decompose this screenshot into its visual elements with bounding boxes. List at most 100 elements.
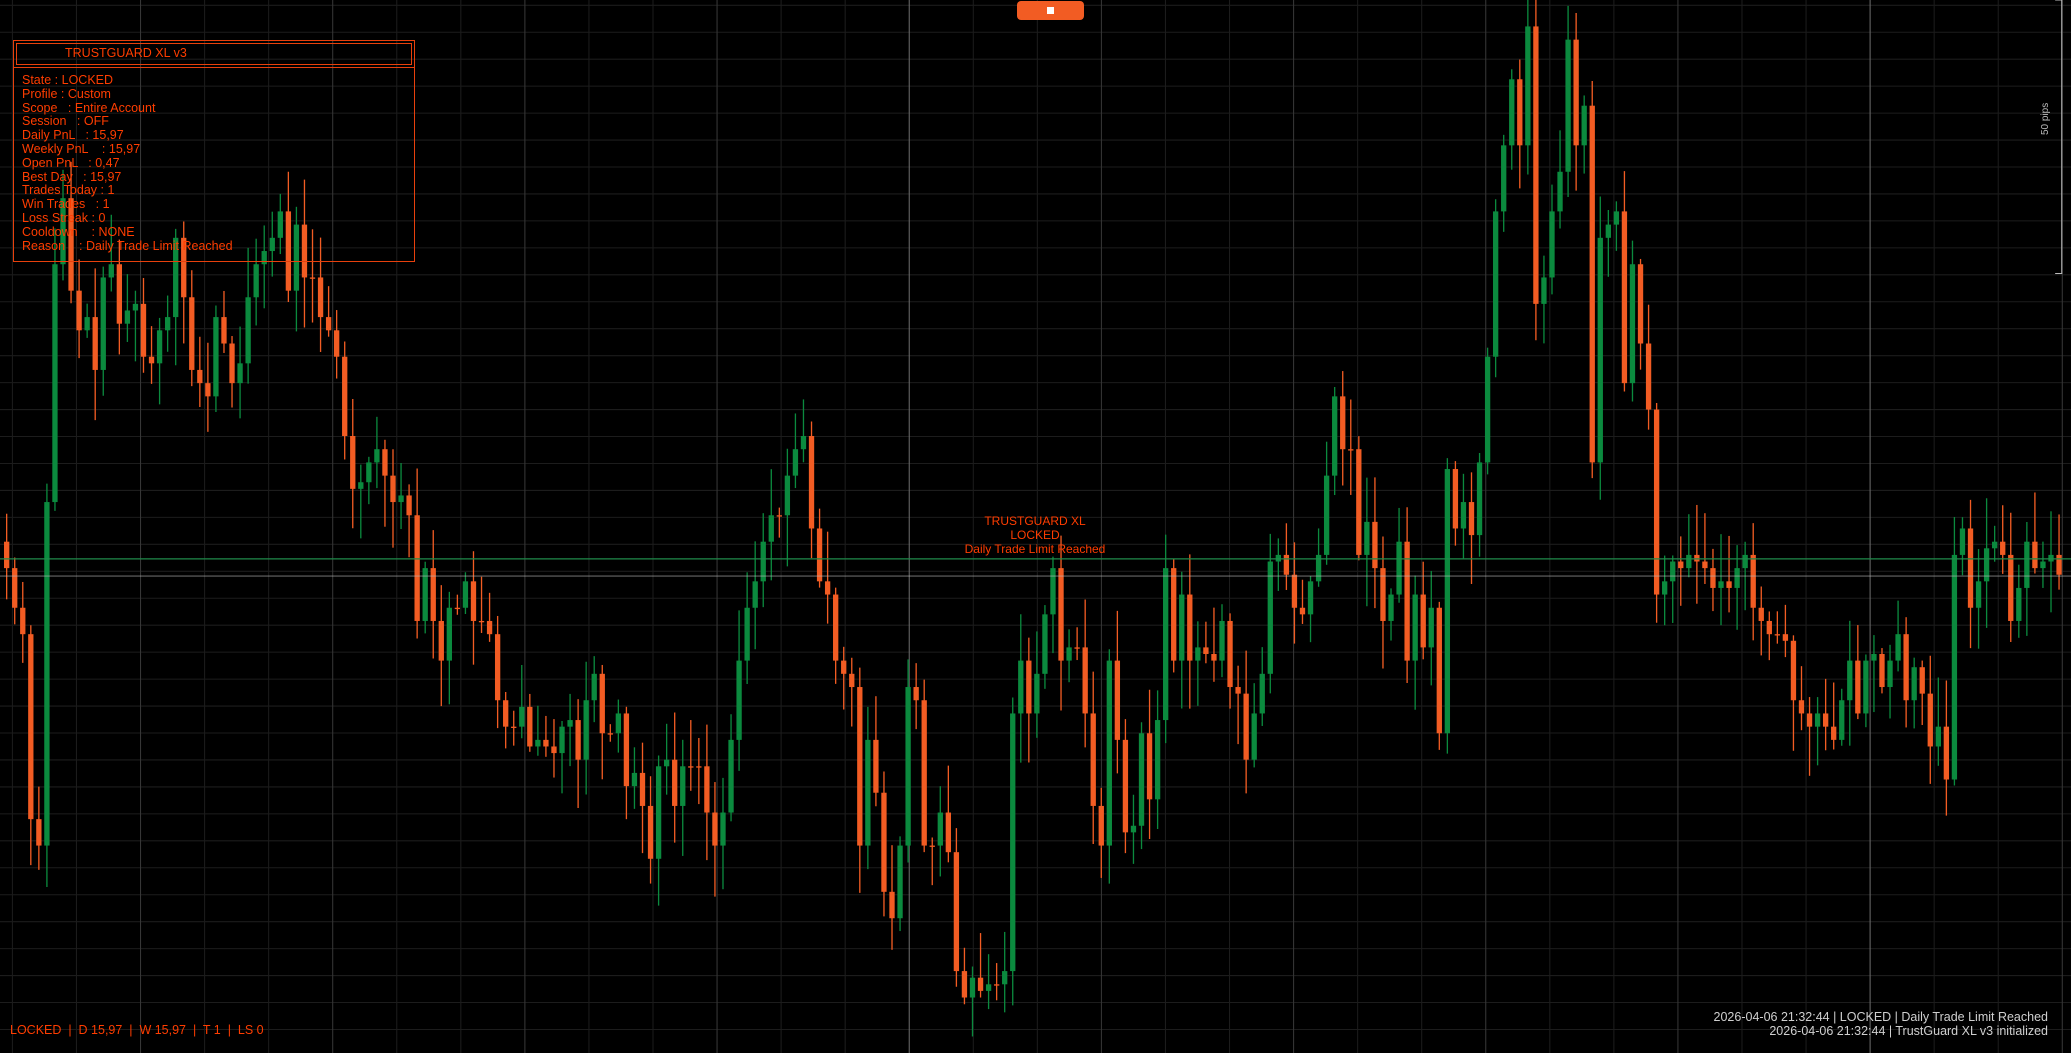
row-label: Scope (22, 100, 58, 115)
row-value: : 15,97 (76, 169, 122, 184)
candle-body (1444, 469, 1451, 734)
candle (1251, 683, 1257, 768)
candle-body (1758, 607, 1764, 621)
candle (977, 933, 984, 998)
candle-body (1549, 211, 1555, 278)
candle-body (382, 449, 388, 476)
candle-body (913, 687, 919, 701)
candle-body (406, 495, 412, 516)
stop-button[interactable] (1017, 1, 1084, 20)
candle-body (1581, 105, 1587, 146)
log-entry: 2026-04-06 21:32:44 | LOCKED | Daily Tra… (1713, 1010, 2048, 1024)
candle-body (1766, 620, 1772, 635)
candle-body (374, 449, 380, 463)
candle-body (148, 356, 155, 364)
candle-body (841, 660, 847, 674)
candle (1549, 184, 1555, 295)
candle (1476, 453, 1483, 557)
candle-body (1066, 647, 1072, 661)
candle (1517, 59, 1523, 189)
candle-body (1307, 581, 1314, 615)
candle (1887, 644, 1893, 719)
candle-body (1750, 554, 1756, 608)
candle (1839, 688, 1845, 746)
scale-label: 50 pips (2040, 102, 2051, 135)
candle-body (953, 852, 960, 972)
candle (422, 561, 428, 634)
candle (293, 206, 300, 332)
candle-body (1163, 568, 1169, 721)
candle (519, 665, 525, 739)
candle-body (462, 581, 469, 608)
candle-body (1323, 475, 1330, 555)
candle (937, 786, 943, 877)
candle (1098, 787, 1104, 878)
candle-body (1895, 634, 1901, 661)
candle (2056, 514, 2062, 590)
candle (1034, 631, 1040, 738)
candle (1364, 477, 1370, 607)
candle-body (1992, 541, 1998, 549)
candle-body (1629, 264, 1636, 384)
candle (84, 303, 90, 338)
candle (1243, 650, 1249, 794)
candle-body (1372, 521, 1378, 569)
candle (1275, 538, 1281, 591)
candle (100, 266, 106, 396)
candle-body (36, 819, 42, 846)
candle-body (1058, 568, 1064, 661)
candle-body (2056, 554, 2062, 575)
candle-body (1404, 541, 1410, 661)
candle-body (583, 700, 589, 760)
panel-row-best-day: Best Day : 15,97 (22, 169, 233, 185)
candle (1460, 473, 1467, 559)
row-label: Session (22, 114, 67, 129)
candle-body (366, 462, 372, 483)
candle-body (704, 766, 710, 813)
row-value: : LOCKED (54, 73, 114, 87)
candle (1340, 371, 1346, 486)
candle (1171, 558, 1177, 673)
candle-body (245, 297, 251, 364)
candle (358, 464, 364, 539)
candle-body (1653, 409, 1660, 595)
candle-body (2040, 561, 2046, 569)
candle-body (181, 237, 187, 298)
candle (334, 310, 340, 379)
candle (1396, 507, 1402, 603)
candle (567, 693, 573, 767)
candle-body (108, 264, 114, 278)
candle-body (2032, 541, 2038, 569)
candle-body (2000, 541, 2006, 555)
event-log: 2026-04-06 21:32:44 | LOCKED | Daily Tra… (1714, 1010, 2048, 1038)
row-value: : 15,97 (78, 128, 124, 143)
candle (156, 317, 163, 405)
candle (1533, 0, 1539, 341)
candle-body (309, 277, 316, 279)
candle (1935, 677, 1941, 766)
candle (1066, 629, 1072, 683)
candle (2024, 522, 2030, 636)
candle-body (1364, 521, 1370, 555)
candle (454, 594, 461, 615)
candle-body (543, 739, 549, 747)
candle (2008, 512, 2014, 643)
candle-body (519, 706, 525, 727)
candle (406, 484, 412, 558)
candle-body (1943, 726, 1950, 780)
candle-body (1187, 594, 1193, 661)
candle (1975, 549, 1982, 649)
candle-body (961, 971, 968, 998)
row-label: Weekly PnL (22, 141, 89, 156)
candle-body (607, 733, 613, 735)
candle (478, 576, 485, 633)
candle (535, 705, 541, 756)
candle-body (1637, 264, 1644, 344)
candle (1042, 605, 1048, 689)
candle (1806, 697, 1813, 776)
panel-row-scope: Scope : Entire Account (22, 100, 233, 116)
candle (1267, 533, 1273, 694)
candle-body (1686, 554, 1692, 569)
candle-body (1959, 528, 1966, 555)
